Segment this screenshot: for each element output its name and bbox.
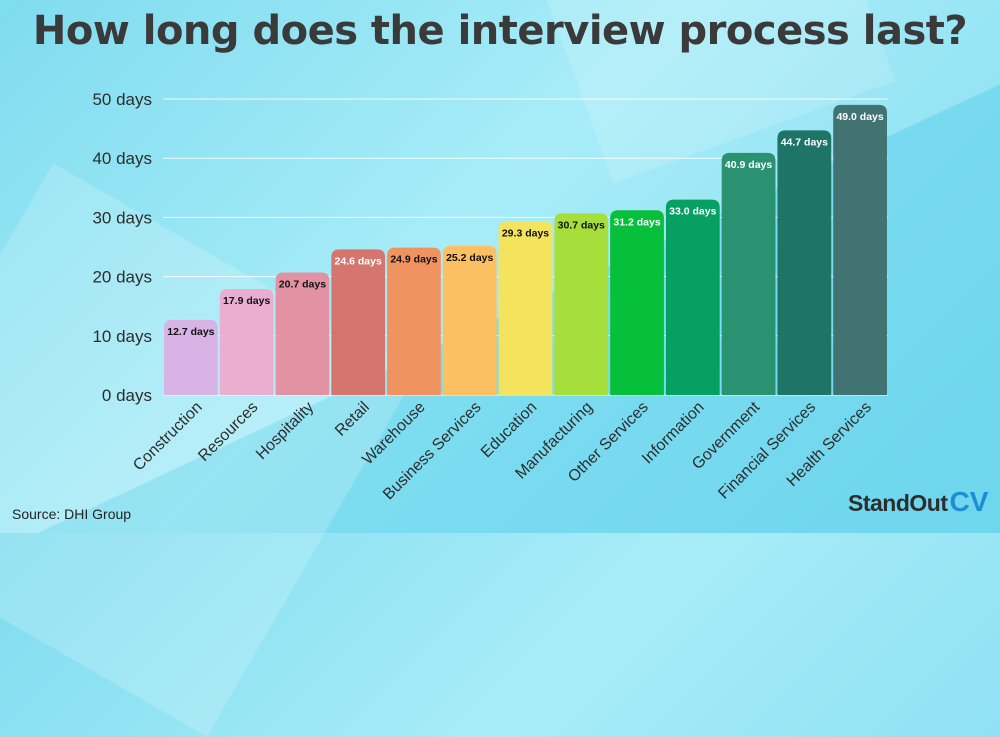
- logo-text-accent: CV: [949, 486, 989, 517]
- data-label: 25.2 days: [446, 252, 493, 264]
- bar: [219, 289, 274, 395]
- bar: [498, 221, 553, 395]
- data-label: 31.2 days: [613, 216, 660, 228]
- data-label: 40.9 days: [725, 159, 772, 171]
- bar: [833, 104, 887, 396]
- data-label: 12.7 days: [167, 326, 214, 338]
- x-tick-label: Resources: [195, 399, 261, 465]
- bar: [721, 152, 776, 395]
- y-tick-label: 10 days: [92, 327, 152, 346]
- data-label: 29.3 days: [502, 228, 549, 240]
- y-tick-label: 20 days: [92, 268, 152, 287]
- data-label: 20.7 days: [279, 278, 326, 290]
- y-tick-label: 30 days: [92, 208, 152, 227]
- bar: [164, 319, 218, 395]
- data-label: 30.7 days: [558, 219, 605, 231]
- x-tick-label: Retail: [332, 399, 373, 440]
- bar: [331, 249, 386, 395]
- bar: [442, 245, 497, 395]
- bar-chart: 0 days 10 days 20 days 30 days 40 days 50 day…: [92, 90, 888, 503]
- source-note: Source: DHI Group: [12, 506, 132, 522]
- x-tick-label: Construction: [130, 399, 206, 475]
- y-tick-label: 40 days: [92, 149, 152, 168]
- brand-logo: StandOutCV: [848, 486, 988, 518]
- data-label: 44.7 days: [781, 136, 828, 148]
- logo-text: StandOut: [848, 490, 948, 516]
- data-label: 17.9 days: [223, 295, 270, 307]
- bar: [665, 199, 720, 395]
- x-tick-label: Business Services: [380, 399, 484, 503]
- bar: [777, 130, 832, 395]
- data-label: 49.0 days: [836, 111, 883, 123]
- y-tick-label: 50 days: [92, 90, 152, 109]
- y-tick-label: 0 days: [102, 386, 152, 405]
- data-label: 33.0 days: [669, 206, 716, 218]
- bar: [275, 272, 330, 395]
- chart-title: How long does the interview process last…: [32, 8, 968, 54]
- x-tick-label: Financial Services: [715, 399, 819, 503]
- bar: [554, 213, 609, 395]
- bar: [387, 247, 441, 395]
- data-label: 24.9 days: [390, 254, 437, 266]
- bar: [610, 210, 664, 395]
- data-label: 24.6 days: [335, 255, 382, 267]
- x-tick-label: Hospitality: [253, 399, 317, 463]
